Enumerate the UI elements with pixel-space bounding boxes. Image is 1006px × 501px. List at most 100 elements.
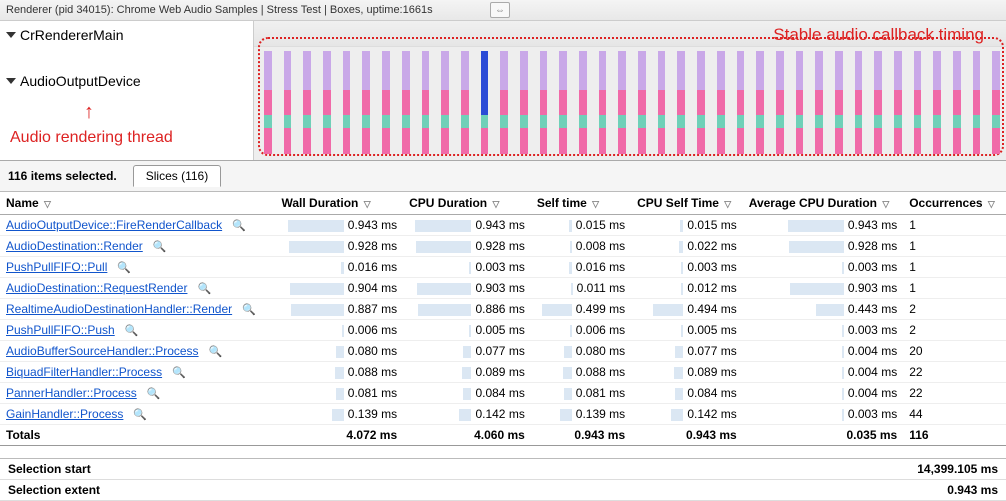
callback-bar[interactable] — [362, 51, 370, 154]
slice-link[interactable]: AudioDestination::RequestRender — [6, 281, 187, 295]
callback-bar[interactable] — [284, 51, 292, 154]
callback-bar[interactable] — [303, 51, 311, 154]
callback-bar[interactable] — [481, 51, 489, 154]
cell-wall: 0.088 ms — [275, 362, 403, 383]
callback-bar[interactable] — [540, 51, 548, 154]
table-row[interactable]: RealtimeAudioDestinationHandler::Render 🔍… — [0, 299, 1006, 320]
cell-name: RealtimeAudioDestinationHandler::Render 🔍 — [0, 299, 275, 320]
table-row[interactable]: AudioBufferSourceHandler::Process🔍0.080 … — [0, 341, 1006, 362]
col-avg[interactable]: Average CPU Duration ▽ — [743, 192, 903, 215]
callback-bar[interactable] — [933, 51, 941, 154]
callback-bar[interactable] — [382, 51, 390, 154]
callback-bar[interactable] — [658, 51, 666, 154]
col-cpu[interactable]: CPU Duration ▽ — [403, 192, 531, 215]
callback-bar[interactable] — [441, 51, 449, 154]
cell-occ: 1 — [903, 215, 1006, 236]
expand-icon[interactable] — [6, 32, 16, 38]
magnify-icon[interactable]: 🔍 — [147, 388, 161, 400]
cell-cpu: 0.077 ms — [403, 341, 531, 362]
table-row[interactable]: GainHandler::Process🔍0.139 ms0.142 ms0.1… — [0, 404, 1006, 425]
table-row[interactable]: AudioDestination::RequestRender🔍0.904 ms… — [0, 278, 1006, 299]
slice-link[interactable]: PushPullFIFO::Push — [6, 323, 115, 337]
table-row[interactable]: AudioOutputDevice::FireRenderCallback 🔍 0.… — [0, 215, 1006, 236]
col-cpu-self[interactable]: CPU Self Time ▽ — [631, 192, 743, 215]
table-row[interactable]: BiquadFilterHandler::Process🔍0.088 ms0.0… — [0, 362, 1006, 383]
thread-row-crrenderer[interactable]: CrRendererMain — [0, 21, 253, 49]
ruler-handle-icon[interactable]: ⇔ — [490, 2, 510, 18]
table-row[interactable]: PushPullFIFO::Push🔍0.006 ms0.005 ms0.006… — [0, 320, 1006, 341]
magnify-icon[interactable]: 🔍 — [232, 220, 246, 232]
table-row[interactable]: PushPullFIFO::Pull🔍0.016 ms0.003 ms0.016… — [0, 257, 1006, 278]
magnify-icon[interactable]: 🔍 — [133, 409, 147, 421]
tab-slices[interactable]: Slices (116) — [133, 165, 221, 187]
slice-link[interactable]: AudioDestination::Render — [6, 239, 143, 253]
col-wall[interactable]: Wall Duration ▽ — [275, 192, 403, 215]
magnify-icon[interactable]: 🔍 — [153, 241, 167, 253]
slice-link[interactable]: AudioOutputDevice::FireRenderCallback — [6, 218, 222, 232]
callback-bar[interactable] — [618, 51, 626, 154]
callback-bar[interactable] — [796, 51, 804, 154]
callback-bar[interactable] — [953, 51, 961, 154]
callback-bar[interactable] — [835, 51, 843, 154]
cell-cpu: 0.084 ms — [403, 383, 531, 404]
magnify-icon[interactable]: 🔍 — [125, 325, 139, 337]
thread-row-audio[interactable]: AudioOutputDevice — [0, 67, 253, 95]
callback-bar[interactable] — [697, 51, 705, 154]
magnify-icon[interactable]: 🔍 — [242, 304, 256, 316]
callback-bar[interactable] — [323, 51, 331, 154]
process-title: Renderer (pid 34015): Chrome Web Audio S… — [6, 4, 433, 16]
cell-self: 0.015 ms — [531, 215, 631, 236]
cell-cpu: 0.005 ms — [403, 320, 531, 341]
cell-wall: 0.928 ms — [275, 236, 403, 257]
expand-icon[interactable] — [6, 78, 16, 84]
callback-bar[interactable] — [756, 51, 764, 154]
selection-extent-value: 0.943 ms — [947, 483, 998, 497]
magnify-icon[interactable]: 🔍 — [117, 262, 131, 274]
callback-bar[interactable] — [894, 51, 902, 154]
slice-link[interactable]: RealtimeAudioDestinationHandler::Render — [6, 302, 232, 316]
table-row[interactable]: PannerHandler::Process🔍0.081 ms0.084 ms0… — [0, 383, 1006, 404]
totals-cself: 0.943 ms — [631, 425, 743, 446]
callback-bar[interactable] — [579, 51, 587, 154]
timeline-tracks[interactable]: Stable audio callback timing — [254, 21, 1006, 160]
callback-bar[interactable] — [500, 51, 508, 154]
callback-bar[interactable] — [992, 51, 1000, 154]
slice-link[interactable]: GainHandler::Process — [6, 407, 123, 421]
callback-bar[interactable] — [914, 51, 922, 154]
callback-bar[interactable] — [520, 51, 528, 154]
slice-link[interactable]: AudioBufferSourceHandler::Process — [6, 344, 199, 358]
callback-bar[interactable] — [874, 51, 882, 154]
callback-bar[interactable] — [402, 51, 410, 154]
callback-bar[interactable] — [264, 51, 272, 154]
cell-name: AudioDestination::RequestRender 🔍 — [0, 278, 275, 299]
process-header: Renderer (pid 34015): Chrome Web Audio S… — [0, 0, 1006, 21]
callback-bar[interactable] — [737, 51, 745, 154]
cell-cself: 0.015 ms — [631, 215, 743, 236]
col-self[interactable]: Self time ▽ — [531, 192, 631, 215]
slice-link[interactable]: BiquadFilterHandler::Process — [6, 365, 162, 379]
callback-bar[interactable] — [599, 51, 607, 154]
col-occ[interactable]: Occurrences ▽ — [903, 192, 1006, 215]
callback-bar[interactable] — [422, 51, 430, 154]
callback-bar[interactable] — [776, 51, 784, 154]
magnify-icon[interactable]: 🔍 — [172, 367, 186, 379]
callback-bar[interactable] — [973, 51, 981, 154]
callback-bar[interactable] — [638, 51, 646, 154]
cell-name: PushPullFIFO::Pull 🔍 — [0, 257, 275, 278]
callback-bar[interactable] — [677, 51, 685, 154]
callback-bar[interactable] — [717, 51, 725, 154]
callback-bar[interactable] — [461, 51, 469, 154]
magnify-icon[interactable]: 🔍 — [197, 283, 211, 295]
slice-link[interactable]: PushPullFIFO::Pull — [6, 260, 107, 274]
table-row[interactable]: AudioDestination::Render🔍0.928 ms0.928 m… — [0, 236, 1006, 257]
cell-avg: 0.003 ms — [743, 320, 903, 341]
cell-avg: 0.004 ms — [743, 383, 903, 404]
cell-cpu: 0.903 ms — [403, 278, 531, 299]
callback-bar[interactable] — [815, 51, 823, 154]
callback-bar[interactable] — [559, 51, 567, 154]
callback-bar[interactable] — [343, 51, 351, 154]
slice-link[interactable]: PannerHandler::Process — [6, 386, 137, 400]
callback-bar[interactable] — [855, 51, 863, 154]
magnify-icon[interactable]: 🔍 — [209, 346, 223, 358]
col-name[interactable]: Name ▽ — [0, 192, 275, 215]
